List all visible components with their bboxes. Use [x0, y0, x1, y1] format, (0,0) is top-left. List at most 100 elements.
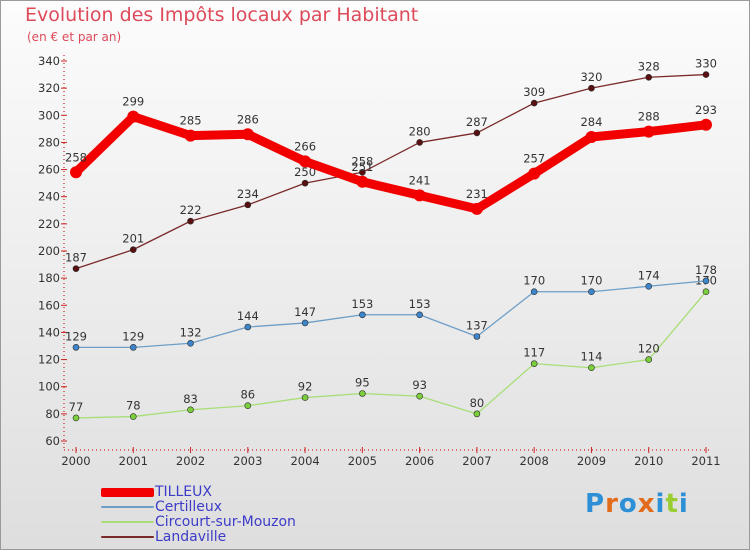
data-point-tilleux — [413, 189, 426, 202]
series-line-circourt-sur-mouzon — [75, 291, 707, 419]
data-point-certilleux — [244, 323, 252, 331]
x-tick-label: 2001 — [119, 454, 148, 468]
logo-letter: o — [618, 489, 638, 519]
chart-title: Evolution des Impôts locaux par Habitant — [25, 4, 419, 26]
data-label-circourt-sur-mouzon: 95 — [355, 376, 370, 390]
data-point-landaville — [702, 71, 710, 78]
data-point-circourt-sur-mouzon — [301, 394, 309, 401]
data-label-tilleux: 299 — [122, 95, 144, 109]
x-tick-label: 2005 — [348, 454, 377, 468]
data-label-landaville: 309 — [523, 85, 545, 99]
logo-letter: i — [678, 489, 689, 519]
legend-swatch-tilleux — [101, 487, 154, 497]
data-point-tilleux — [241, 128, 254, 141]
data-point-landaville — [72, 265, 80, 272]
data-label-tilleux: 266 — [294, 139, 316, 153]
data-point-certilleux — [588, 288, 595, 296]
data-point-landaville — [244, 201, 252, 209]
logo-letter: i — [655, 489, 666, 519]
data-label-landaville: 187 — [65, 251, 87, 265]
data-label-certilleux: 153 — [409, 297, 431, 311]
data-point-circourt-sur-mouzon — [530, 360, 538, 367]
legend-swatch-landaville — [101, 536, 154, 538]
data-point-tilleux — [356, 175, 369, 188]
data-point-circourt-sur-mouzon — [72, 414, 80, 422]
data-label-certilleux: 132 — [180, 325, 202, 339]
series-line-landaville — [75, 73, 707, 270]
y-tick-label: 320 — [38, 81, 60, 95]
data-point-certilleux — [473, 333, 481, 340]
x-tick-label: 2003 — [233, 454, 262, 468]
data-point-circourt-sur-mouzon — [645, 356, 653, 363]
data-point-certilleux — [645, 282, 653, 290]
x-tick-label: 2011 — [691, 454, 720, 468]
proxiti-logo: Proxiti — [585, 489, 689, 519]
legend-label-certilleux: Certilleux — [155, 499, 223, 515]
x-tick-label: 2008 — [520, 454, 549, 468]
y-tick-label: 260 — [38, 163, 60, 177]
data-point-circourt-sur-mouzon — [359, 390, 366, 397]
data-point-landaville — [473, 129, 481, 137]
data-label-circourt-sur-mouzon: 120 — [638, 342, 660, 356]
data-point-circourt-sur-mouzon — [187, 406, 194, 414]
data-point-landaville — [359, 168, 366, 176]
data-point-tilleux — [184, 129, 197, 142]
y-tick-label: 160 — [38, 298, 60, 312]
y-tick-label: 300 — [38, 108, 60, 122]
x-tick-label: 2007 — [462, 454, 491, 468]
data-point-certilleux — [187, 339, 194, 347]
data-label-certilleux: 153 — [351, 297, 373, 311]
chart-subtitle: (en € et par an) — [27, 30, 122, 44]
data-point-circourt-sur-mouzon — [244, 402, 252, 410]
data-point-circourt-sur-mouzon — [588, 364, 595, 372]
data-label-certilleux: 129 — [122, 329, 144, 343]
data-point-tilleux — [700, 118, 712, 131]
data-label-certilleux: 147 — [294, 305, 316, 319]
data-point-circourt-sur-mouzon — [473, 410, 481, 418]
x-tick-label: 2010 — [634, 454, 663, 468]
y-tick-label: 100 — [38, 380, 60, 394]
series-line-tilleux — [71, 112, 711, 214]
data-label-circourt-sur-mouzon: 80 — [470, 396, 485, 410]
data-label-tilleux: 231 — [466, 187, 488, 201]
legend-label-landaville: Landaville — [155, 529, 227, 545]
data-label-tilleux: 251 — [351, 160, 373, 174]
data-label-landaville: 280 — [409, 124, 431, 138]
data-label-certilleux: 178 — [695, 263, 717, 277]
data-point-tilleux — [70, 166, 82, 179]
data-label-circourt-sur-mouzon: 92 — [298, 380, 313, 394]
data-point-tilleux — [528, 167, 541, 180]
data-point-tilleux — [585, 131, 598, 143]
data-label-landaville: 250 — [294, 165, 316, 179]
data-label-landaville: 330 — [695, 57, 717, 71]
x-tick-label: 2006 — [405, 454, 434, 468]
data-label-tilleux: 284 — [580, 115, 602, 129]
data-label-certilleux: 170 — [580, 274, 602, 288]
legend-label-tilleux: TILLEUX — [155, 484, 212, 500]
data-point-circourt-sur-mouzon — [702, 288, 710, 296]
data-label-landaville: 258 — [351, 154, 373, 168]
data-point-certilleux — [359, 311, 366, 319]
logo-letter: t — [665, 489, 679, 519]
data-point-certilleux — [72, 344, 80, 351]
data-point-landaville — [129, 246, 137, 253]
data-label-circourt-sur-mouzon: 93 — [412, 378, 427, 392]
data-label-landaville: 287 — [466, 115, 488, 129]
y-tick-label: 80 — [45, 407, 60, 421]
y-tick-label: 340 — [38, 54, 60, 68]
logo-letter: P — [585, 489, 606, 519]
data-point-certilleux — [129, 344, 137, 351]
data-label-tilleux: 288 — [638, 110, 660, 124]
data-point-landaville — [530, 99, 538, 107]
data-label-landaville: 234 — [237, 187, 259, 201]
data-point-landaville — [416, 139, 423, 146]
y-tick-label: 180 — [38, 271, 60, 285]
data-point-tilleux — [299, 155, 312, 168]
legend-swatch-circourt-sur-mouzon — [101, 521, 154, 523]
data-label-circourt-sur-mouzon: 77 — [69, 400, 84, 414]
y-tick-label: 240 — [38, 190, 60, 204]
series-line-certilleux — [75, 280, 707, 349]
data-label-tilleux: 285 — [180, 114, 202, 128]
